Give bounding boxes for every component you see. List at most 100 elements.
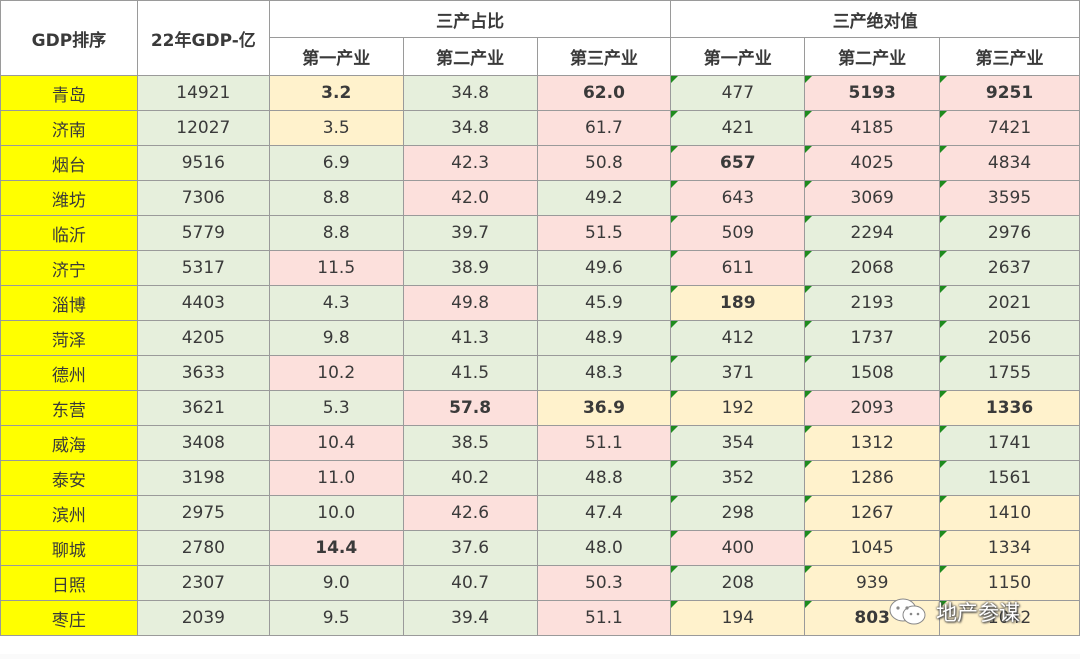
ratio-secondary-cell[interactable]: 34.8 [402,110,538,146]
abs-tertiary-cell[interactable]: 1334 [939,530,1080,566]
gdp-cell[interactable]: 2975 [136,495,270,531]
city-cell[interactable]: 烟台 [0,145,138,181]
abs-primary-cell[interactable]: 643 [670,180,806,216]
abs-tertiary-cell[interactable]: 2056 [939,320,1080,356]
ratio-tertiary-cell[interactable]: 49.2 [536,180,672,216]
abs-secondary-cell[interactable]: 4025 [804,145,941,181]
ratio-secondary-cell[interactable]: 34.8 [402,75,538,111]
ratio-primary-cell[interactable]: 3.5 [268,110,404,146]
gdp-cell[interactable]: 2307 [136,565,270,601]
gdp-cell[interactable]: 4205 [136,320,270,356]
city-cell[interactable]: 济宁 [0,250,138,286]
abs-tertiary-cell[interactable]: 1336 [939,390,1080,426]
gdp-cell[interactable]: 3633 [136,355,270,391]
ratio-tertiary-cell[interactable]: 61.7 [536,110,672,146]
ratio-secondary-cell[interactable]: 41.3 [402,320,538,356]
gdp-cell[interactable]: 14921 [136,75,270,111]
abs-primary-cell[interactable]: 611 [670,250,806,286]
ratio-primary-cell[interactable]: 10.0 [268,495,404,531]
abs-tertiary-cell[interactable]: 1042 [939,600,1080,636]
ratio-secondary-cell[interactable]: 40.2 [402,460,538,496]
abs-primary-cell[interactable]: 657 [670,145,806,181]
ratio-tertiary-cell[interactable]: 45.9 [536,285,672,321]
abs-tertiary-cell[interactable]: 1410 [939,495,1080,531]
city-cell[interactable]: 日照 [0,565,138,601]
abs-secondary-cell[interactable]: 5193 [804,75,941,111]
ratio-primary-cell[interactable]: 11.5 [268,250,404,286]
abs-secondary-cell[interactable]: 2068 [804,250,941,286]
abs-tertiary-cell[interactable]: 2021 [939,285,1080,321]
ratio-tertiary-cell[interactable]: 51.5 [536,215,672,251]
ratio-secondary-cell[interactable]: 38.5 [402,425,538,461]
ratio-tertiary-cell[interactable]: 51.1 [536,425,672,461]
city-cell[interactable]: 德州 [0,355,138,391]
ratio-secondary-cell[interactable]: 39.4 [402,600,538,636]
ratio-primary-cell[interactable]: 5.3 [268,390,404,426]
ratio-tertiary-cell[interactable]: 48.0 [536,530,672,566]
header-ratio-primary[interactable]: 第一产业 [268,37,404,76]
ratio-primary-cell[interactable]: 8.8 [268,180,404,216]
city-cell[interactable]: 青岛 [0,75,138,111]
abs-primary-cell[interactable]: 400 [670,530,806,566]
city-cell[interactable]: 东营 [0,390,138,426]
header-ratio-secondary[interactable]: 第二产业 [402,37,538,76]
abs-tertiary-cell[interactable]: 2976 [939,215,1080,251]
header-ratio-tertiary[interactable]: 第三产业 [536,37,672,76]
gdp-cell[interactable]: 12027 [136,110,270,146]
abs-primary-cell[interactable]: 412 [670,320,806,356]
gdp-cell[interactable]: 2780 [136,530,270,566]
gdp-cell[interactable]: 5317 [136,250,270,286]
ratio-primary-cell[interactable]: 11.0 [268,460,404,496]
abs-tertiary-cell[interactable]: 4834 [939,145,1080,181]
header-abs-secondary[interactable]: 第二产业 [804,37,941,76]
ratio-primary-cell[interactable]: 6.9 [268,145,404,181]
header-abs-tertiary[interactable]: 第三产业 [939,37,1080,76]
ratio-tertiary-cell[interactable]: 48.3 [536,355,672,391]
city-cell[interactable]: 泰安 [0,460,138,496]
abs-primary-cell[interactable]: 298 [670,495,806,531]
ratio-tertiary-cell[interactable]: 50.8 [536,145,672,181]
gdp-cell[interactable]: 3621 [136,390,270,426]
abs-tertiary-cell[interactable]: 3595 [939,180,1080,216]
abs-secondary-cell[interactable]: 1508 [804,355,941,391]
city-cell[interactable]: 聊城 [0,530,138,566]
city-cell[interactable]: 济南 [0,110,138,146]
city-cell[interactable]: 淄博 [0,285,138,321]
abs-primary-cell[interactable]: 354 [670,425,806,461]
ratio-primary-cell[interactable]: 9.8 [268,320,404,356]
city-cell[interactable]: 潍坊 [0,180,138,216]
gdp-cell[interactable]: 3198 [136,460,270,496]
gdp-cell[interactable]: 5779 [136,215,270,251]
abs-primary-cell[interactable]: 371 [670,355,806,391]
gdp-cell[interactable]: 4403 [136,285,270,321]
abs-tertiary-cell[interactable]: 1741 [939,425,1080,461]
abs-secondary-cell[interactable]: 3069 [804,180,941,216]
abs-primary-cell[interactable]: 192 [670,390,806,426]
header-ratio-group[interactable]: 三产占比 [268,0,672,38]
ratio-primary-cell[interactable]: 4.3 [268,285,404,321]
abs-primary-cell[interactable]: 352 [670,460,806,496]
gdp-cell[interactable]: 7306 [136,180,270,216]
abs-secondary-cell[interactable]: 1045 [804,530,941,566]
header-absolute-group[interactable]: 三产绝对值 [670,0,1080,38]
ratio-primary-cell[interactable]: 10.2 [268,355,404,391]
gdp-cell[interactable]: 2039 [136,600,270,636]
ratio-tertiary-cell[interactable]: 48.9 [536,320,672,356]
abs-primary-cell[interactable]: 509 [670,215,806,251]
ratio-primary-cell[interactable]: 10.4 [268,425,404,461]
ratio-secondary-cell[interactable]: 42.0 [402,180,538,216]
ratio-secondary-cell[interactable]: 37.6 [402,530,538,566]
abs-secondary-cell[interactable]: 803 [804,600,941,636]
ratio-secondary-cell[interactable]: 38.9 [402,250,538,286]
ratio-primary-cell[interactable]: 3.2 [268,75,404,111]
abs-secondary-cell[interactable]: 4185 [804,110,941,146]
city-cell[interactable]: 菏泽 [0,320,138,356]
abs-tertiary-cell[interactable]: 1755 [939,355,1080,391]
header-rank[interactable]: GDP排序 [0,0,138,76]
abs-primary-cell[interactable]: 194 [670,600,806,636]
ratio-secondary-cell[interactable]: 57.8 [402,390,538,426]
abs-primary-cell[interactable]: 421 [670,110,806,146]
ratio-tertiary-cell[interactable]: 36.9 [536,390,672,426]
ratio-secondary-cell[interactable]: 49.8 [402,285,538,321]
abs-tertiary-cell[interactable]: 2637 [939,250,1080,286]
